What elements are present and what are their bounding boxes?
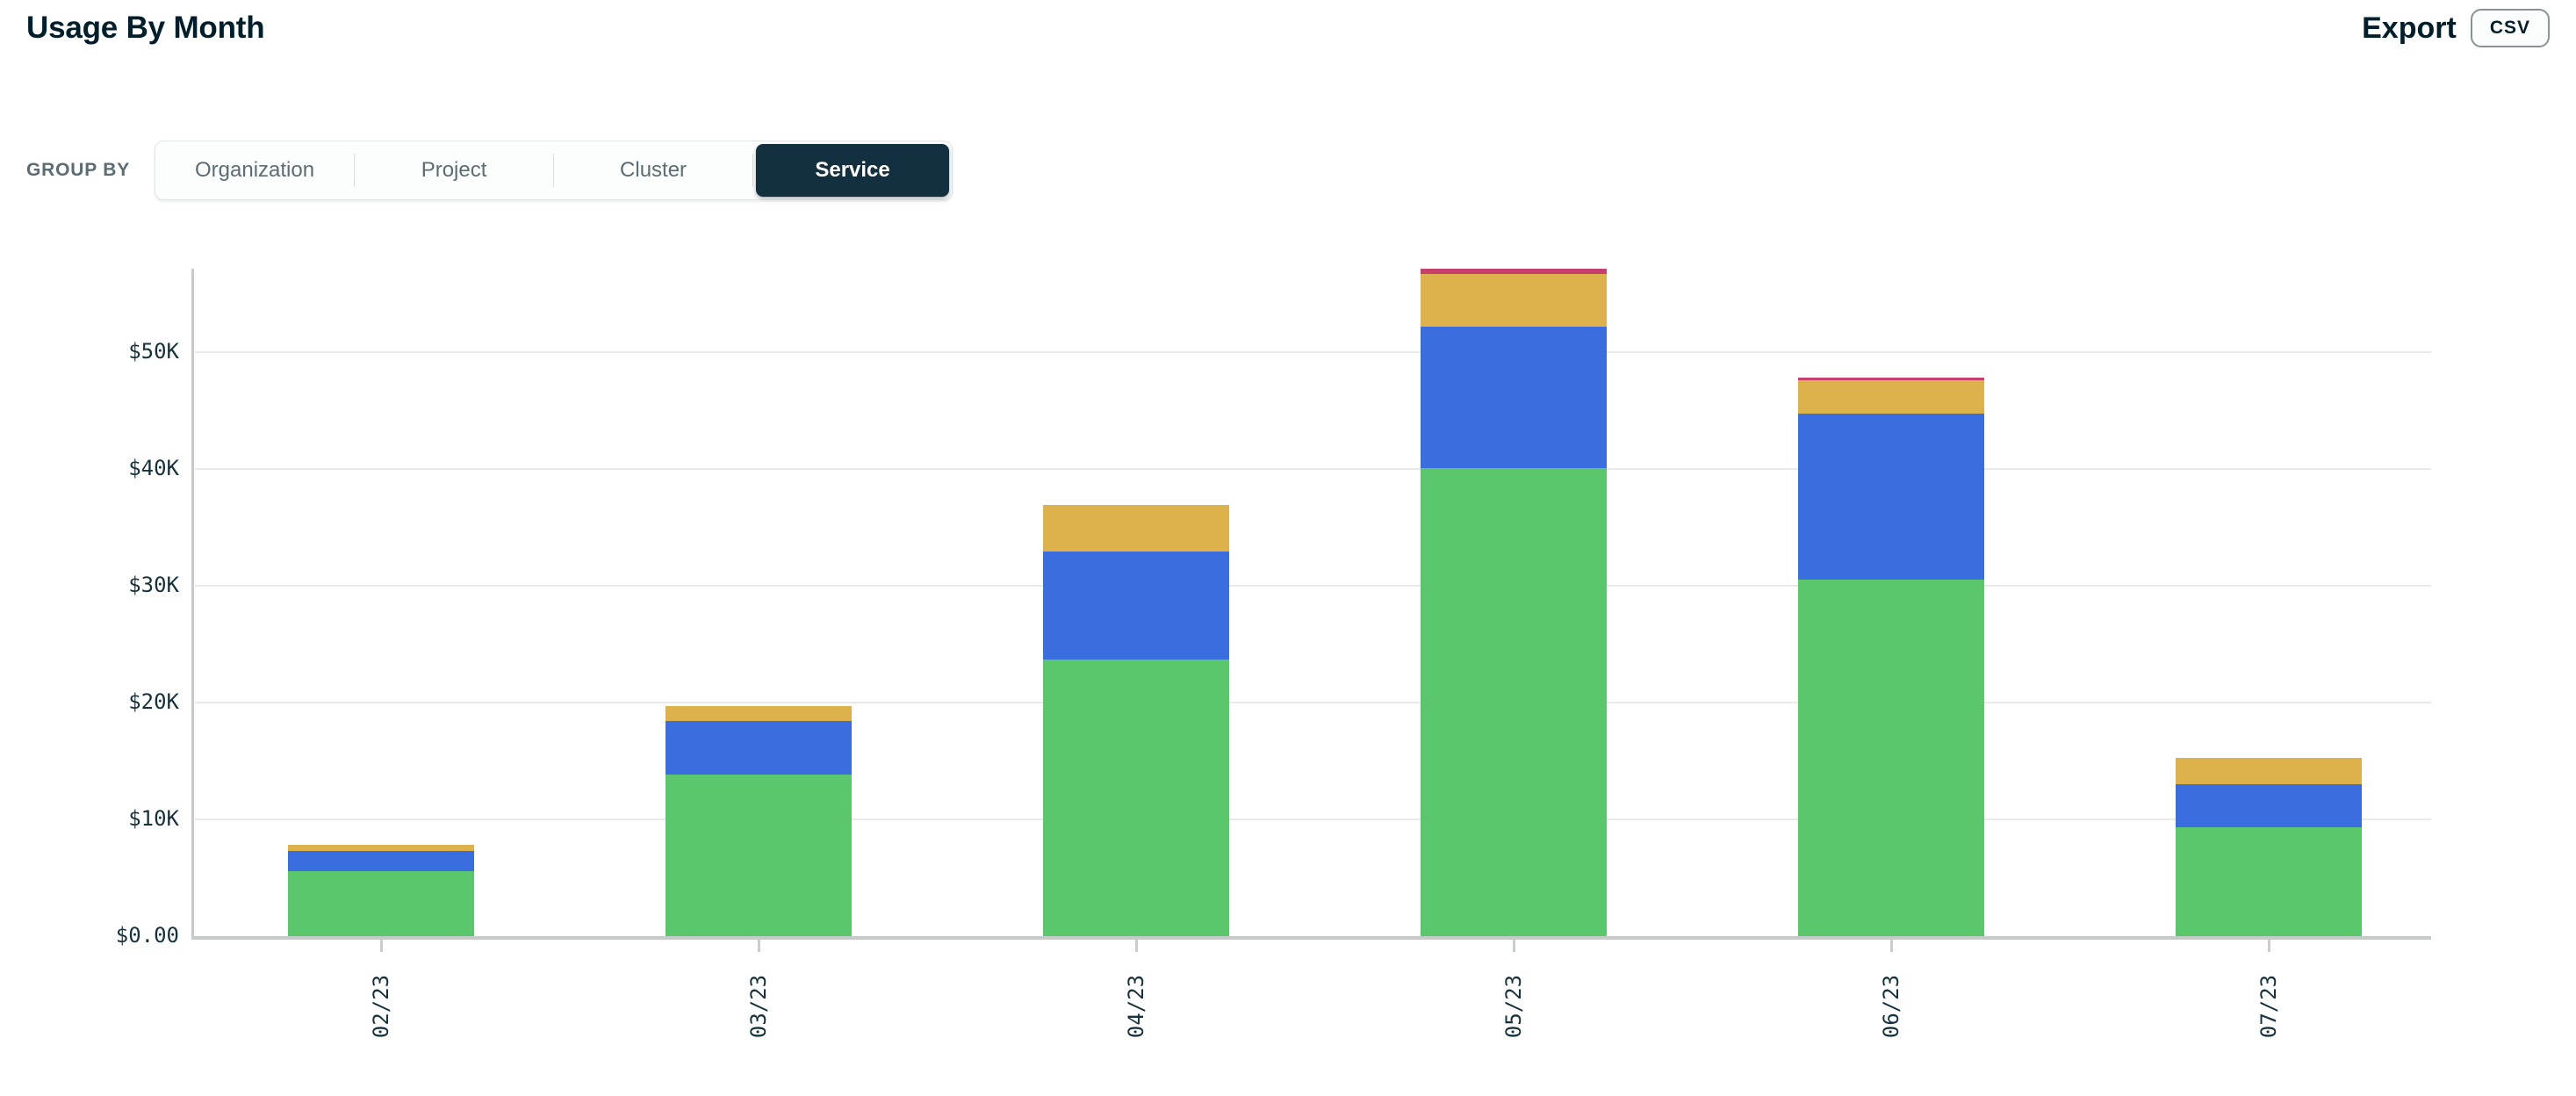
bar-segment-service-blue[interactable] [288,850,474,871]
export-label[interactable]: Export [2362,11,2457,45]
y-axis-tick-label: $0.00 [115,923,179,948]
x-axis-tick-label: 07/23 [2256,974,2281,1039]
bar-segment-service-pink[interactable] [1798,377,1984,380]
segment-divider [752,154,754,187]
bar-segment-service-green[interactable] [1798,580,1984,936]
x-axis-tick-label: 02/23 [369,974,393,1039]
page-title: Usage By Month [26,11,265,45]
bar-segment-service-green[interactable] [1043,659,1229,936]
group-by-segmented-control: Organization Project Cluster Service [155,141,953,200]
x-axis-tick [380,940,383,952]
x-axis-tick-label: 05/23 [1501,974,1526,1039]
x-axis-tick [2268,940,2270,952]
tab-cluster[interactable]: Cluster [557,144,750,197]
export-button[interactable]: Export CSV [2362,9,2550,47]
x-axis-tick-label: 04/23 [1124,974,1148,1039]
group-by-label: GROUP BY [26,160,131,180]
bar-segment-service-blue[interactable] [1421,326,1607,468]
csv-badge[interactable]: CSV [2470,9,2550,47]
bar-segment-service-blue[interactable] [2176,784,2362,828]
segment-divider [553,154,555,187]
gridline [195,468,2431,470]
y-axis-tick-label: $20K [128,689,179,714]
bar-segment-service-blue[interactable] [1798,414,1984,580]
bar-segment-service-green[interactable] [2176,827,2362,936]
x-axis-tick-label: 03/23 [746,974,771,1039]
bar-segment-service-blue[interactable] [666,721,852,775]
bar-segment-service-gold[interactable] [1043,505,1229,552]
tab-project[interactable]: Project [357,144,550,197]
bar-segment-service-gold[interactable] [1421,273,1607,327]
group-by-row: GROUP BY Organization Project Cluster Se… [26,141,953,200]
bar-segment-service-blue[interactable] [1043,552,1229,660]
gridline [195,351,2431,353]
y-axis-tick-label: $50K [128,339,179,364]
gridline [195,818,2431,820]
gridline [195,702,2431,703]
bar-segment-service-green[interactable] [288,870,474,936]
bar-segment-service-green[interactable] [666,775,852,936]
tab-organization[interactable]: Organization [158,144,351,197]
bar-segment-service-gold[interactable] [1798,379,1984,415]
header: Usage By Month Export CSV [26,9,2550,47]
segment-divider [354,154,356,187]
bar-segment-service-pink[interactable] [1421,268,1607,274]
tab-service[interactable]: Service [756,144,950,197]
bar-segment-service-gold[interactable] [666,705,852,722]
y-axis-tick-label: $10K [128,806,179,831]
y-axis-line [191,269,194,940]
x-axis-line [191,936,2431,940]
x-axis-tick [1513,940,1515,952]
x-axis-tick [1890,940,1893,952]
x-axis-tick [1135,940,1138,952]
bar-segment-service-gold[interactable] [2176,757,2362,785]
y-axis-tick-label: $30K [128,573,179,597]
x-axis-tick-label: 06/23 [1879,974,1903,1039]
y-axis-tick-label: $40K [128,456,179,480]
bar-segment-service-gold[interactable] [288,844,474,851]
gridline [195,585,2431,587]
bar-segment-service-green[interactable] [1421,467,1607,936]
x-axis-tick [758,940,760,952]
